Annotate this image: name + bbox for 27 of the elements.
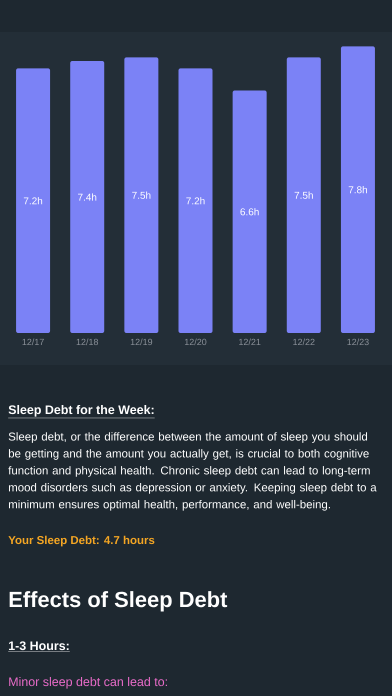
- text: Your Sleep Debt: 4.7 hours: [8, 536, 154, 546]
- bar: [124, 57, 158, 334]
- text: Sleep Debt for the Week:: [8, 404, 154, 417]
- text: Sleep debt, or the difference between the amount of sleep you should be getting and the amount you actually get, is crucial to both cognitive function and physical health. Chronic sleep debt can lead to long-term mood disorders such as depression or anxiety. Keeping sleep debt to a minimum ensures optimal health, performance, and well-being.: [8, 432, 377, 511]
- bar: [70, 61, 104, 334]
- text: Minor sleep debt can lead to:: [9, 676, 167, 689]
- data-label: 7.5h: [294, 192, 313, 199]
- x-tick-label: 12/17: [22, 338, 44, 346]
- data-label: 7.8h: [348, 186, 367, 194]
- data-label: 7.4h: [78, 193, 96, 201]
- bar: [16, 68, 50, 334]
- x-tick-label: 12/20: [184, 338, 206, 346]
- x-tick-label: 12/19: [130, 338, 152, 346]
- data-label: 6.6h: [240, 208, 259, 216]
- bar: [232, 90, 267, 334]
- x-tick-label: 12/23: [347, 338, 369, 346]
- data-label: 7.5h: [132, 192, 150, 199]
- data-label: 7.2h: [24, 197, 42, 204]
- text: Effects of Sleep Debt: [10, 591, 228, 612]
- bar: [340, 46, 375, 334]
- x-tick-label: 12/21: [239, 338, 260, 346]
- x-tick-label: 12/22: [293, 338, 315, 346]
- text: 1-3 Hours:: [8, 641, 69, 650]
- bar: [286, 57, 321, 334]
- x-tick-label: 12/18: [76, 338, 98, 346]
- data-label: 7.2h: [186, 197, 205, 204]
- bar: [178, 68, 213, 334]
